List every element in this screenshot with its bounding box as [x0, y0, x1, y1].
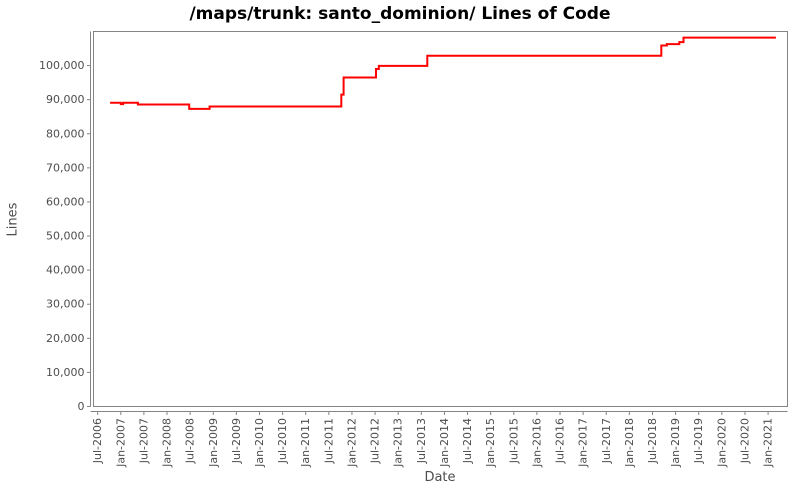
- y-tick-label: 80,000: [46, 127, 85, 140]
- y-tick-label: 20,000: [46, 332, 85, 345]
- axis-ticks: [87, 65, 769, 415]
- x-tick-label: Jan-2009: [207, 418, 220, 468]
- x-tick-label: Jul-2009: [230, 418, 243, 464]
- y-tick-label: 50,000: [46, 230, 85, 243]
- x-tick-label: Jan-2021: [762, 418, 775, 468]
- x-tick-label: Jan-2019: [669, 418, 682, 468]
- x-tick-label: Jul-2007: [137, 418, 150, 464]
- x-tick-label: Jul-2020: [738, 418, 751, 464]
- x-tick-label: Jul-2006: [91, 418, 104, 464]
- x-tick-label: Jan-2012: [345, 418, 358, 468]
- x-tick-label: Jan-2013: [392, 418, 405, 468]
- x-tick-label: Jul-2012: [369, 418, 382, 464]
- axis-tick-labels: 0 10,000 20,000 30,000 40,000 50,000 60,000 70,…: [39, 59, 775, 468]
- x-tick-label: Jul-2018: [646, 418, 659, 464]
- x-tick-label: Jul-2013: [415, 418, 428, 464]
- x-tick-label: Jan-2017: [577, 418, 590, 468]
- x-tick-label: Jan-2015: [484, 418, 497, 468]
- x-tick-label: Jan-2014: [438, 418, 451, 468]
- x-tick-label: Jul-2011: [322, 418, 335, 464]
- y-tick-label: 40,000: [46, 264, 85, 277]
- x-tick-label: Jul-2017: [600, 418, 613, 464]
- x-tick-label: Jul-2008: [184, 418, 197, 464]
- x-axis-title: Date: [424, 470, 456, 485]
- y-tick-label: 10,000: [46, 366, 85, 379]
- y-tick-label: 0: [78, 400, 85, 413]
- axes: [90, 31, 788, 412]
- y-tick-label: 30,000: [46, 298, 85, 311]
- x-tick-label: Jul-2010: [276, 418, 289, 464]
- series-lines-of-code: [110, 36, 776, 110]
- x-tick-label: Jan-2010: [253, 418, 266, 468]
- x-tick-label: Jul-2015: [507, 418, 520, 464]
- y-tick-label: 70,000: [46, 161, 85, 174]
- x-tick-label: Jul-2016: [554, 418, 567, 464]
- x-tick-label: Jan-2007: [114, 418, 127, 468]
- x-tick-label: Jul-2019: [692, 418, 705, 464]
- y-tick-label: 100,000: [39, 59, 85, 72]
- x-tick-label: Jan-2016: [530, 418, 543, 468]
- y-axis-title: Lines: [5, 202, 21, 237]
- y-tick-label: 90,000: [46, 93, 85, 106]
- data-series-line: [110, 36, 776, 110]
- y-tick-label: 60,000: [46, 195, 85, 208]
- x-tick-label: Jan-2011: [299, 418, 312, 468]
- x-tick-label: Jul-2014: [461, 418, 474, 464]
- chart-title: /maps/trunk: santo_dominion/ Lines of Co…: [189, 4, 611, 24]
- x-tick-label: Jan-2018: [623, 418, 636, 468]
- x-tick-label: Jan-2020: [715, 418, 728, 468]
- x-tick-label: Jan-2008: [161, 418, 174, 468]
